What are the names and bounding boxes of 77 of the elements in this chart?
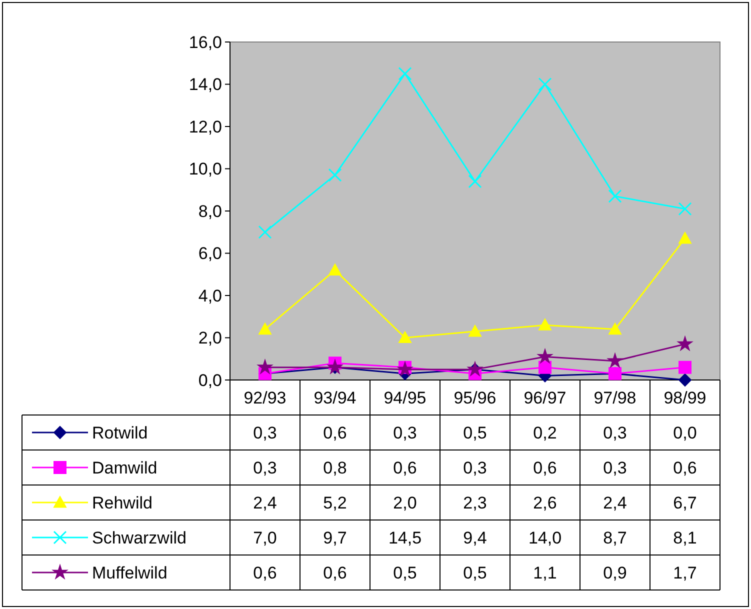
data-label: 0,0 [673, 423, 697, 442]
point [538, 78, 552, 91]
point [538, 360, 552, 374]
legend-label: Damwild [92, 458, 158, 478]
x-tick-label: 92/93 [244, 388, 286, 408]
x-tick-label: 97/98 [594, 388, 636, 408]
data-label: 0,6 [393, 458, 417, 478]
x-tick-label: 95/96 [454, 388, 496, 408]
legend-label: Muffelwild [92, 563, 168, 582]
x-tick-label: 93/94 [314, 388, 356, 408]
y-tick-label: 14,0 [188, 75, 222, 94]
data-label: 0,3 [253, 423, 277, 442]
data-label: 0,6 [323, 423, 347, 442]
x-tick-label: 98/99 [664, 388, 706, 408]
point [398, 331, 412, 344]
data-label: 7,0 [253, 528, 277, 548]
point [608, 322, 622, 335]
x-tick-label: 94/95 [384, 388, 426, 408]
data-label: 0,3 [603, 458, 627, 478]
data-label: 0,6 [673, 458, 697, 478]
point [258, 225, 272, 239]
data-label: 0,5 [463, 563, 487, 582]
y-tick-label: 16,0 [188, 32, 222, 52]
data-label: 0,3 [603, 423, 627, 442]
data-label: 2,4 [603, 493, 627, 512]
data-label: 0,3 [253, 458, 277, 478]
y-tick-label: 4,0 [198, 286, 222, 306]
data-label: 9,4 [463, 528, 487, 548]
y-tick-label: 2,0 [198, 328, 222, 348]
point [258, 322, 272, 335]
point [328, 168, 342, 182]
data-label: 9,7 [323, 528, 347, 548]
point [678, 374, 692, 386]
point [678, 202, 692, 216]
data-label: 0,5 [393, 563, 417, 582]
data-label: 2,0 [393, 493, 417, 512]
data-label: 1,1 [533, 563, 557, 582]
point [538, 318, 552, 330]
point [678, 232, 692, 244]
point [468, 324, 482, 337]
point [328, 264, 342, 276]
point [608, 189, 622, 203]
legend-label: Rehwild [92, 493, 152, 512]
data-label: 2,3 [463, 493, 487, 512]
point [608, 353, 622, 368]
data-label: 0,6 [253, 563, 277, 582]
data-label: 0,5 [463, 423, 487, 442]
data-label: 2,4 [253, 493, 277, 512]
x-tick-label: 96/97 [524, 388, 566, 408]
data-label: 14,0 [528, 528, 562, 548]
data-label: 0,8 [323, 458, 347, 478]
data-label: 8,7 [603, 528, 627, 548]
legend-label: Schwarzwild [92, 528, 186, 548]
data-label: 2,6 [533, 493, 557, 512]
data-label: 0,9 [603, 563, 627, 582]
point [258, 360, 272, 374]
point [538, 349, 552, 364]
data-label: 0,6 [533, 458, 557, 478]
data-label: 5,2 [323, 493, 347, 512]
point [678, 360, 692, 374]
y-tick-label: 10,0 [188, 160, 222, 179]
y-tick-label: 8,0 [198, 202, 222, 221]
point [678, 336, 692, 350]
data-label: 14,5 [388, 528, 422, 548]
point [398, 66, 412, 80]
data-label: 1,7 [673, 563, 697, 582]
data-label: 0,2 [533, 423, 557, 442]
point [468, 174, 482, 188]
data-label: 6,7 [673, 493, 697, 512]
data-label: 8,1 [673, 528, 697, 548]
data-label: 0,3 [393, 423, 417, 442]
data-label: 0,6 [323, 563, 347, 582]
y-tick-label: 12,0 [188, 117, 222, 136]
legend-label: Rotwild [92, 423, 148, 442]
data-label: 0,3 [463, 458, 487, 478]
y-tick-label: 0,0 [198, 370, 222, 390]
y-tick-label: 6,0 [198, 244, 222, 264]
